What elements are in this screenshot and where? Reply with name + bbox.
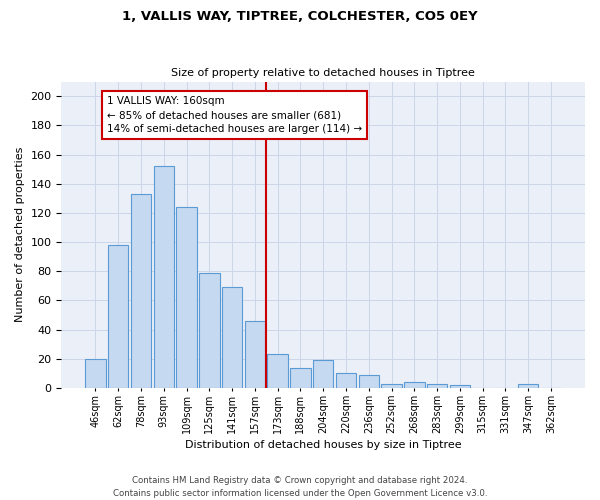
Bar <box>245 321 265 388</box>
Bar <box>199 272 220 388</box>
Y-axis label: Number of detached properties: Number of detached properties <box>15 147 25 322</box>
Bar <box>176 207 197 388</box>
Text: Contains HM Land Registry data © Crown copyright and database right 2024.
Contai: Contains HM Land Registry data © Crown c… <box>113 476 487 498</box>
Bar <box>381 384 402 388</box>
Text: 1 VALLIS WAY: 160sqm
← 85% of detached houses are smaller (681)
14% of semi-deta: 1 VALLIS WAY: 160sqm ← 85% of detached h… <box>107 96 362 134</box>
Bar <box>85 359 106 388</box>
Text: 1, VALLIS WAY, TIPTREE, COLCHESTER, CO5 0EY: 1, VALLIS WAY, TIPTREE, COLCHESTER, CO5 … <box>122 10 478 23</box>
Bar <box>108 245 128 388</box>
Bar <box>404 382 425 388</box>
Bar <box>313 360 334 388</box>
Bar <box>359 375 379 388</box>
Bar <box>268 354 288 388</box>
Bar <box>427 384 448 388</box>
Bar <box>449 385 470 388</box>
Title: Size of property relative to detached houses in Tiptree: Size of property relative to detached ho… <box>171 68 475 78</box>
Bar <box>222 288 242 388</box>
Bar <box>154 166 174 388</box>
Bar <box>518 384 538 388</box>
X-axis label: Distribution of detached houses by size in Tiptree: Distribution of detached houses by size … <box>185 440 461 450</box>
Bar <box>290 368 311 388</box>
Bar <box>131 194 151 388</box>
Bar <box>336 374 356 388</box>
